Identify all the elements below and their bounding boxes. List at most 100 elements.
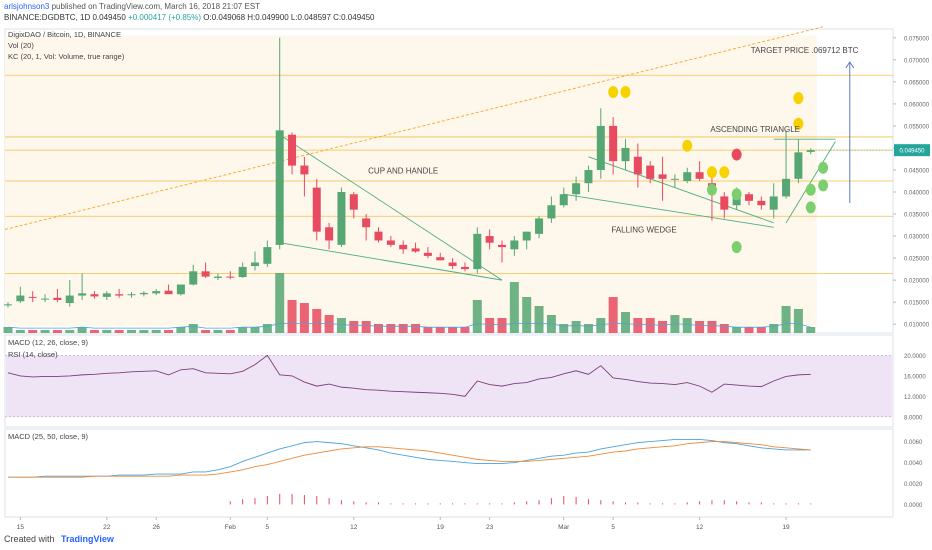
volume-bar	[769, 324, 779, 333]
price-tick-label: 0.055000	[904, 124, 930, 130]
falling-wedge-label: FALLING WEDGE	[611, 226, 676, 235]
volume-bar	[201, 330, 211, 333]
author-link[interactable]: arlsjohnson3	[4, 2, 50, 11]
volume-bar	[509, 282, 519, 333]
volume-bar	[188, 324, 198, 333]
symbol-quote-line: BINANCE:DGDBTC, 1D 0.049450 +0.000417 (+…	[4, 13, 375, 22]
rsi-tick-label: 12.0000	[904, 395, 926, 401]
cup-upper-trendline	[279, 134, 503, 281]
marker-dot	[620, 86, 631, 99]
last-price-tag	[894, 144, 930, 157]
candle-body	[745, 194, 753, 201]
candle-body	[152, 291, 161, 294]
volume-bar	[744, 327, 754, 333]
candle-body	[300, 165, 309, 175]
marker-dot	[818, 179, 829, 192]
marker-dot	[706, 183, 717, 196]
volume-bar	[719, 324, 729, 333]
volume-bar	[448, 327, 458, 333]
volume-bar	[497, 318, 507, 333]
candle-body	[90, 294, 99, 297]
rsi-tick-label: 16.0000	[904, 374, 926, 380]
volume-bar	[176, 327, 186, 333]
candle-body	[633, 156, 642, 175]
signal-line	[8, 441, 811, 478]
candle-body	[386, 240, 395, 245]
macd-tick-label: 0.0060	[904, 440, 923, 446]
volume-bar	[608, 297, 618, 333]
volume-bar	[398, 324, 408, 333]
volume-bar	[77, 327, 87, 333]
volume-bar	[299, 303, 309, 333]
volume-bar	[3, 327, 13, 333]
candle-body	[53, 297, 62, 300]
legend-rsi: RSI (14, close)	[8, 350, 58, 359]
volume-bar	[806, 327, 816, 333]
candle-body	[547, 205, 556, 219]
volume-bar	[312, 309, 322, 333]
volume-bar	[127, 330, 136, 333]
volume-bar	[522, 297, 532, 333]
macd-pane	[4, 428, 894, 518]
candle-body	[189, 271, 198, 285]
volume-bar	[287, 300, 297, 333]
candle-body	[226, 276, 235, 278]
candle-body	[411, 248, 420, 252]
tradingview-logo[interactable]: TradingView	[61, 534, 114, 544]
price-tick-label: 0.070000	[904, 58, 930, 64]
price-tick-label: 0.065000	[904, 80, 930, 86]
legend-macd-2: MACD (25, 50, close, 9)	[8, 432, 89, 441]
candle-body	[423, 252, 432, 256]
volume-bar	[781, 306, 791, 333]
candle-body	[436, 257, 445, 261]
marker-dot	[793, 92, 804, 105]
ohlc-text: O:0.049068 H:0.049900 L:0.048597 C:0.049…	[203, 13, 375, 22]
macd-tick-label: 0.0040	[904, 461, 923, 467]
volume-bar	[732, 327, 742, 333]
last-price-value: 0.049450	[899, 149, 925, 155]
volume-bar	[89, 330, 99, 333]
volume-bar	[596, 318, 606, 333]
volume-bar	[213, 330, 223, 333]
marker-dot	[682, 139, 693, 152]
candle-body	[460, 266, 469, 270]
volume-ma-line	[7, 323, 811, 329]
candle-body	[535, 218, 544, 234]
volume-bar	[52, 330, 62, 333]
x-tick-label: 15	[17, 524, 25, 531]
volume-bar	[756, 327, 766, 333]
change-text: +0.000417 (+0.85%)	[128, 13, 202, 22]
volume-bar	[472, 300, 482, 333]
candle-body	[572, 183, 581, 195]
macd-line	[8, 439, 811, 478]
candle-body	[127, 294, 136, 296]
macd-tick-label: 0.0000	[904, 503, 923, 509]
price-tick-label: 0.020000	[904, 279, 930, 285]
cup-and-handle-label: CUP AND HANDLE	[368, 167, 438, 176]
price-tick-label: 0.030000	[904, 235, 930, 241]
volume-bar	[534, 306, 544, 333]
x-tick-label: 12	[696, 524, 704, 531]
x-tick-label: 5	[611, 524, 615, 531]
candle-body	[658, 174, 667, 179]
candle-body	[251, 262, 259, 267]
marker-dot	[719, 166, 730, 179]
candle-body	[115, 294, 124, 296]
candle-body	[164, 290, 173, 295]
marker-dot	[818, 161, 829, 174]
x-tick-label: Feb	[225, 524, 237, 531]
marker-dot	[793, 117, 804, 130]
candle-body	[498, 244, 506, 248]
volume-bar	[275, 273, 285, 333]
marker-dot	[608, 86, 619, 99]
candle-body	[806, 150, 815, 152]
rsi-line	[7, 354, 811, 397]
candle-body	[312, 187, 321, 232]
triangle-rising-line	[785, 141, 836, 224]
legend-title: DigixDAO / Bitcoin, 1D, BINANCE	[8, 30, 121, 39]
volume-bar	[695, 321, 705, 333]
price-tick-label: 0.045000	[904, 168, 930, 174]
symbol-line: BINANCE:DGDBTC, 1D 0.049450	[4, 13, 126, 22]
target-arrow-head	[845, 61, 855, 69]
volume-bar	[250, 327, 260, 333]
